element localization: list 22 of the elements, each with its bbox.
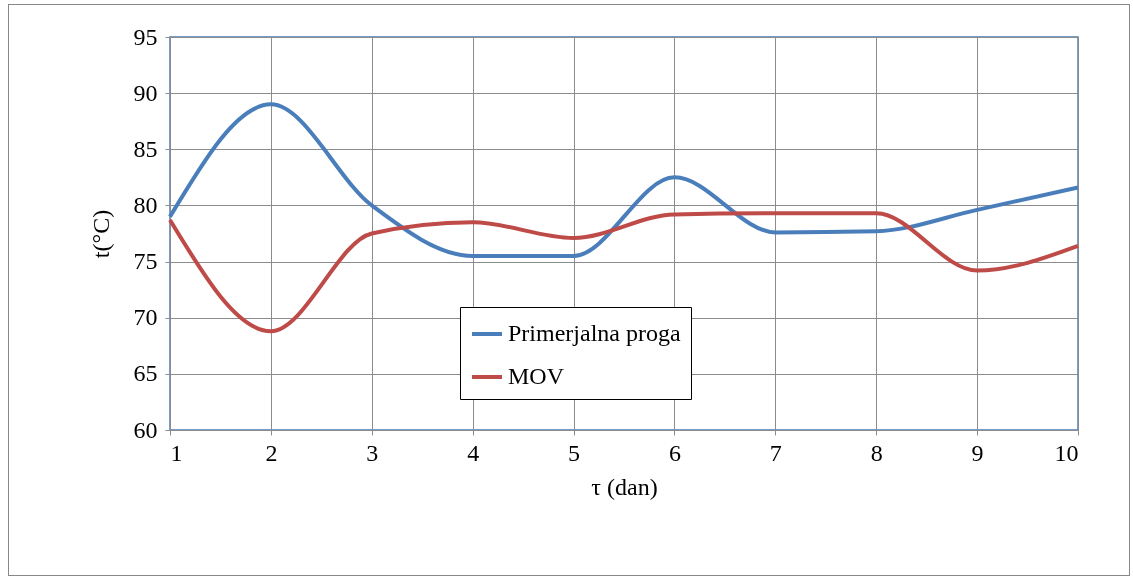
x-tick-label: 10 bbox=[1054, 439, 1079, 466]
y-tick-label: 60 bbox=[133, 416, 158, 443]
x-tick-label: 6 bbox=[668, 439, 681, 466]
x-tick-label: 5 bbox=[568, 439, 581, 466]
x-tick-label: 9 bbox=[971, 439, 984, 466]
y-tick-label: 90 bbox=[133, 79, 158, 106]
x-tick-label: 3 bbox=[366, 439, 379, 466]
y-tick-label: 95 bbox=[133, 23, 158, 50]
y-tick-label: 65 bbox=[133, 360, 158, 387]
y-axis-title: t(°C) bbox=[87, 209, 114, 259]
y-tick-label: 80 bbox=[133, 191, 158, 218]
y-tick-label: 75 bbox=[133, 248, 158, 275]
x-tick-label: 2 bbox=[265, 439, 278, 466]
legend-label: Primerjalna proga bbox=[508, 320, 681, 346]
x-tick-label: 7 bbox=[769, 439, 782, 466]
y-tick-label: 70 bbox=[133, 304, 158, 331]
legend-label: MOV bbox=[508, 363, 565, 389]
x-tick-label: 1 bbox=[170, 439, 183, 466]
y-tick-label: 85 bbox=[133, 135, 158, 162]
x-tick-label: 4 bbox=[467, 439, 480, 466]
x-tick-label: 8 bbox=[870, 439, 883, 466]
x-axis-title: τ (dan) bbox=[591, 473, 658, 500]
